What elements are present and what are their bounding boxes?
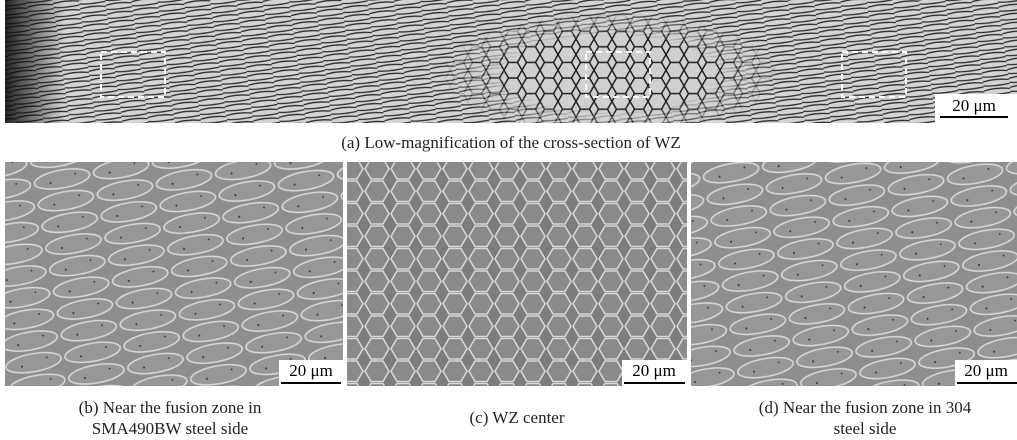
caption: (d) Near the fusion zone in 304 bbox=[759, 398, 972, 417]
caption: steel side bbox=[834, 419, 897, 438]
micrograph-center bbox=[440, 0, 780, 123]
micrograph bbox=[691, 162, 1017, 386]
page: {"panels": [ {"caption": ["(a) Low-magni… bbox=[0, 0, 1017, 440]
caption: (b) Near the fusion zone in bbox=[79, 398, 262, 417]
scale-bar-label: 20 μm bbox=[632, 361, 676, 380]
caption: (c) WZ center bbox=[469, 408, 564, 427]
panel-a: 20 μm (a) Low-magnification of the cross… bbox=[5, 0, 1017, 152]
scale-bar-label: 20 μm bbox=[964, 361, 1008, 380]
micrograph bbox=[347, 162, 687, 386]
micrograph bbox=[5, 162, 343, 386]
caption: SMA490BW steel side bbox=[92, 419, 248, 438]
caption: (a) Low-magnification of the cross-secti… bbox=[341, 133, 681, 152]
panel-c: 20 μm (c) WZ center bbox=[347, 162, 687, 427]
figure: 20 μm (a) Low-magnification of the cross… bbox=[0, 0, 1017, 440]
fusion-edge bbox=[5, 0, 65, 123]
scale-bar-label: 20 μm bbox=[952, 96, 996, 115]
panel-b: 20 μm (b) Near the fusion zone in SMA490… bbox=[5, 162, 343, 438]
scale-bar-label: 20 μm bbox=[289, 361, 333, 380]
panel-d: 20 μm (d) Near the fusion zone in 304 st… bbox=[691, 162, 1017, 438]
